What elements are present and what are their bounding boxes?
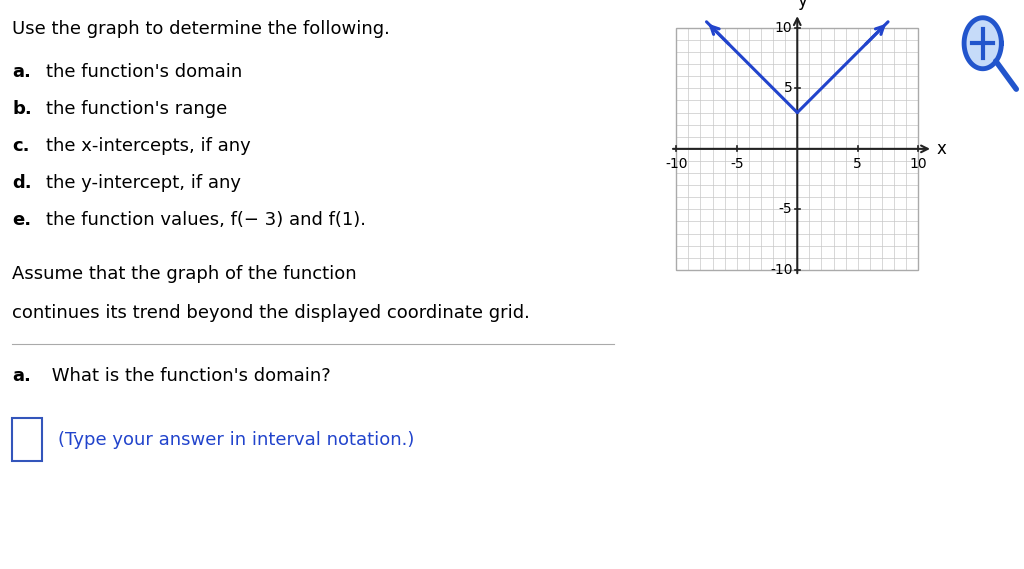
Text: y: y [797, 0, 807, 10]
Text: the x-intercepts, if any: the x-intercepts, if any [46, 137, 251, 155]
Text: Assume that the graph of the function: Assume that the graph of the function [12, 265, 357, 283]
Text: 5: 5 [853, 158, 862, 171]
Text: -10: -10 [665, 158, 687, 171]
Text: the function values, f(− 3) and f(1).: the function values, f(− 3) and f(1). [46, 211, 367, 229]
Text: a.: a. [12, 63, 31, 81]
Text: e.: e. [12, 211, 32, 229]
Text: -10: -10 [770, 263, 793, 277]
Text: the function's range: the function's range [46, 100, 227, 118]
Text: 5: 5 [783, 81, 793, 96]
Text: 10: 10 [775, 21, 793, 35]
Text: 10: 10 [909, 158, 927, 171]
Text: a.: a. [12, 367, 31, 385]
Text: -5: -5 [779, 203, 793, 216]
Text: continues its trend beyond the displayed coordinate grid.: continues its trend beyond the displayed… [12, 304, 530, 323]
Text: the y-intercept, if any: the y-intercept, if any [46, 174, 241, 192]
Text: c.: c. [12, 137, 30, 155]
Text: -5: -5 [730, 158, 743, 171]
Polygon shape [965, 18, 1001, 69]
Text: Use the graph to determine the following.: Use the graph to determine the following… [12, 20, 390, 38]
Text: x: x [937, 140, 946, 158]
Bar [12, 418, 42, 461]
Text: d.: d. [12, 174, 32, 192]
Text: b.: b. [12, 100, 32, 118]
Text: (Type your answer in interval notation.): (Type your answer in interval notation.) [58, 431, 415, 448]
Text: the function's domain: the function's domain [46, 63, 243, 81]
Text: What is the function's domain?: What is the function's domain? [46, 367, 331, 385]
